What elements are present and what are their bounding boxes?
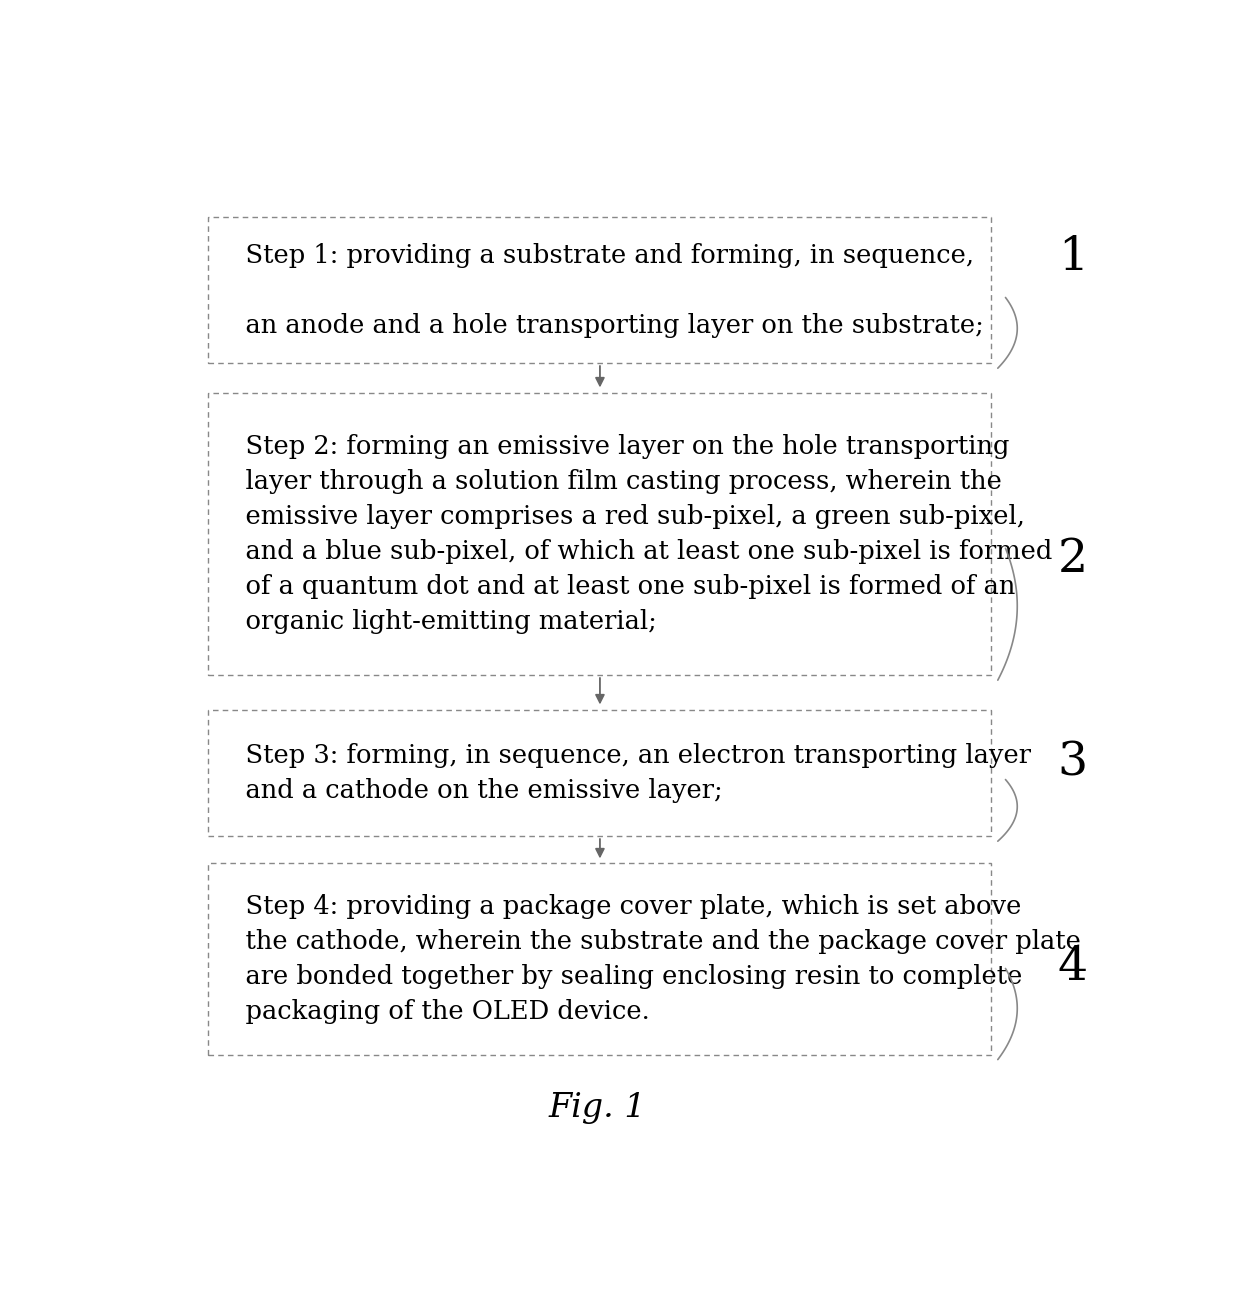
Text: Step 4: providing a package cover plate, which is set above
    the cathode, whe: Step 4: providing a package cover plate,…	[213, 894, 1080, 1023]
Text: 2: 2	[1058, 537, 1087, 582]
Bar	[208, 393, 991, 676]
Text: 1: 1	[1058, 235, 1087, 280]
Text: Step 3: forming, in sequence, an electron transporting layer
    and a cathode o: Step 3: forming, in sequence, an electro…	[213, 744, 1030, 804]
Text: Step 2: forming an emissive layer on the hole transporting
    layer through a s: Step 2: forming an emissive layer on the…	[213, 434, 1052, 634]
Bar	[208, 710, 991, 836]
Text: Step 1: providing a substrate and forming, in sequence,

    an anode and a hole: Step 1: providing a substrate and formin…	[213, 243, 983, 337]
Text: Fig. 1: Fig. 1	[548, 1091, 646, 1124]
Text: 3: 3	[1058, 740, 1087, 786]
Text: 4: 4	[1058, 945, 1087, 989]
Bar	[208, 217, 991, 363]
Bar	[208, 864, 991, 1055]
